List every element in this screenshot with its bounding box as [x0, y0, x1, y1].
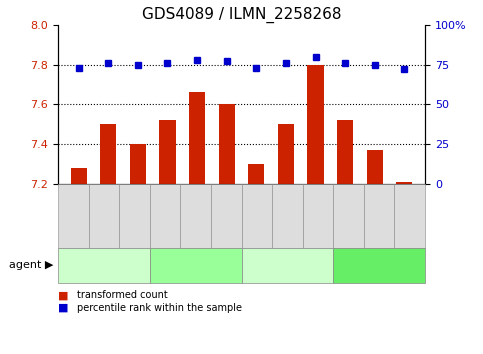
Text: Bortezomib
(Velcade): Bortezomib (Velcade): [166, 255, 226, 276]
Bar: [278, 124, 294, 184]
Text: GSM766676: GSM766676: [69, 189, 78, 244]
Text: transformed count: transformed count: [77, 290, 168, 301]
Text: GSM766681: GSM766681: [405, 189, 414, 244]
Bar: [130, 144, 146, 184]
Text: Bortezomib (Velcade) +
Estrogen: Bortezomib (Velcade) + Estrogen: [233, 256, 341, 275]
Text: Estrogen: Estrogen: [355, 260, 404, 270]
Text: percentile rank within the sample: percentile rank within the sample: [77, 303, 242, 313]
Text: GSM766684: GSM766684: [222, 189, 231, 244]
Text: GSM766677: GSM766677: [99, 189, 108, 244]
Bar: [337, 120, 353, 184]
Text: ■: ■: [58, 303, 69, 313]
Bar: [189, 92, 205, 184]
Bar: [396, 182, 412, 184]
Text: GSM766682: GSM766682: [160, 189, 170, 244]
Bar: [71, 168, 87, 184]
Text: GSM766679: GSM766679: [344, 189, 353, 244]
Text: agent ▶: agent ▶: [9, 260, 53, 270]
Text: GSM766687: GSM766687: [313, 189, 323, 244]
Bar: [100, 124, 116, 184]
Bar: [159, 120, 176, 184]
Bar: [248, 164, 265, 184]
Bar: [367, 150, 383, 184]
Text: ■: ■: [58, 290, 69, 301]
Text: control: control: [85, 260, 123, 270]
Title: GDS4089 / ILMN_2258268: GDS4089 / ILMN_2258268: [142, 7, 341, 23]
Bar: [307, 64, 324, 184]
Text: GSM766686: GSM766686: [283, 189, 292, 244]
Text: GSM766683: GSM766683: [191, 189, 200, 244]
Bar: [219, 104, 235, 184]
Text: GSM766680: GSM766680: [375, 189, 384, 244]
Text: GSM766685: GSM766685: [252, 189, 261, 244]
Text: GSM766678: GSM766678: [130, 189, 139, 244]
